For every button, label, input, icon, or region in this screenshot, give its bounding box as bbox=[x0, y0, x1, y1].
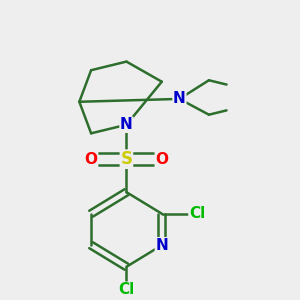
Text: S: S bbox=[120, 150, 132, 168]
Text: O: O bbox=[85, 152, 98, 167]
Text: Cl: Cl bbox=[118, 282, 135, 297]
Text: Cl: Cl bbox=[189, 206, 205, 221]
Text: N: N bbox=[120, 117, 133, 132]
Text: O: O bbox=[155, 152, 168, 167]
Text: N: N bbox=[155, 238, 168, 253]
Text: N: N bbox=[173, 92, 186, 106]
